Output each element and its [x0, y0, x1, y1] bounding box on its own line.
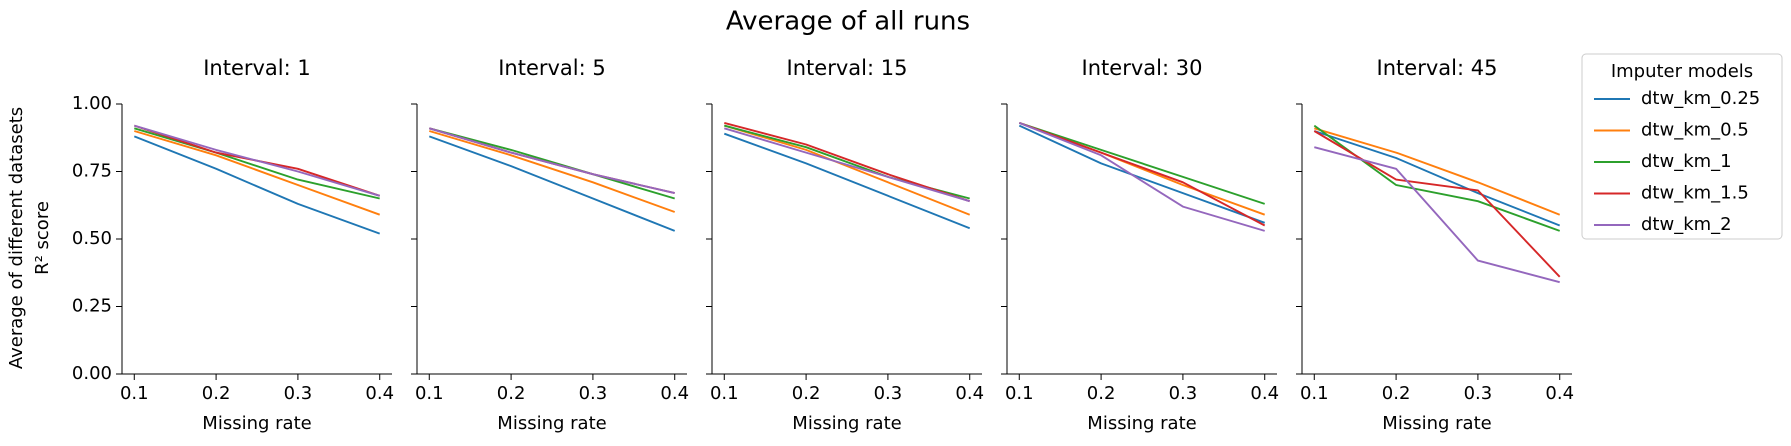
x-tick-label: 0.2 [497, 383, 526, 404]
series-line-dtw_km_1 [429, 127, 675, 200]
subplot-title: Interval: 1 [203, 56, 311, 80]
legend-title: Imputer models [1611, 61, 1753, 82]
x-tick-label: 0.3 [1169, 383, 1198, 404]
x-tick-label: 0.4 [1250, 383, 1279, 404]
legend-entry: dtw_km_0.25 [1594, 88, 1760, 109]
series-line-dtw_km_2 [1314, 146, 1560, 284]
y-tick-label: 0.75 [72, 161, 112, 182]
legend-label: dtw_km_1 [1641, 151, 1732, 172]
subplot-4: Interval: 30 0.1 0.2 0.3 0.4 Missing rate [1001, 56, 1279, 434]
legend: Imputer models dtw_km_0.25dtw_km_0.5dtw_… [1581, 53, 1783, 240]
series-line-dtw_km_2 [429, 127, 675, 195]
x-tick-label: 0.2 [1087, 383, 1116, 404]
x-tick-label: 0.1 [1300, 383, 1329, 404]
subplot-5: Interval: 45 0.1 0.2 0.3 0.4 Missing rate [1296, 56, 1574, 434]
legend-entry: dtw_km_1 [1594, 151, 1732, 172]
subplot-title: Interval: 15 [787, 56, 908, 80]
legend-entries: dtw_km_0.25 dtw_km_0.5 dtw_km_1 dtw_km_1.5d… [1594, 88, 1760, 235]
x-tick-label: 0.3 [1464, 383, 1493, 404]
legend-entry: dtw_km_0.5 [1594, 120, 1749, 141]
y-axis-label-line2: R² score [32, 201, 53, 275]
series-line-dtw_km_0-25 [1314, 130, 1561, 227]
x-tick-label: 0.3 [874, 383, 903, 404]
y-tick-label: 0.50 [72, 228, 112, 249]
x-tick-label: 0.1 [1005, 383, 1034, 404]
x-tick-label: 0.1 [710, 383, 739, 404]
subplot-title: Interval: 30 [1082, 56, 1203, 80]
series-line-dtw_km_1 [134, 127, 380, 200]
x-axis-label: Missing rate [792, 413, 901, 434]
series-line-dtw_km_0-25 [133, 135, 381, 235]
x-tick-label: 0.2 [202, 383, 231, 404]
x-tick-label: 0.4 [1545, 383, 1574, 404]
x-axis-label: Missing rate [202, 413, 311, 434]
y-tick-label: 0.00 [72, 363, 112, 384]
legend-label: dtw_km_0.5 [1641, 120, 1749, 141]
series-line-dtw_km_1-5 [1018, 122, 1266, 227]
legend-label: dtw_km_1.5 [1641, 183, 1749, 204]
series-line-dtw_km_1-5 [724, 121, 970, 203]
x-axis-label: Missing rate [1382, 413, 1491, 434]
series-line-dtw_km_2 [1018, 122, 1265, 232]
subplot-3: Interval: 15 0.1 0.2 0.3 0.4 Missing rate [706, 56, 984, 434]
x-tick-label: 0.1 [415, 383, 444, 404]
series-line-dtw_km_0-5 [134, 130, 381, 216]
subplot-1: Interval: 1 0.00 0.25 0.50 0.75 1.00 0.1 0.2 0.3… [72, 56, 394, 434]
series-line-dtw_km_1-5 [1313, 130, 1561, 278]
legend-frame [1581, 53, 1783, 240]
subplot-2: Interval: 5 0.1 0.2 0.3 0.4 Missing rate [411, 56, 689, 434]
x-axis-label: Missing rate [1087, 413, 1196, 434]
series-line-dtw_km_0-5 [429, 130, 676, 213]
series-line-dtw_km_0-25 [723, 132, 971, 230]
x-tick-label: 0.3 [579, 383, 608, 404]
subplot-title: Interval: 45 [1377, 56, 1498, 80]
series-line-dtw_km_0-25 [428, 135, 676, 232]
y-tick-label: 0.25 [72, 296, 112, 317]
series-line-dtw_km_2 [134, 124, 380, 197]
x-tick-label: 0.4 [365, 383, 394, 404]
x-tick-label: 0.2 [792, 383, 821, 404]
subplot-title: Interval: 5 [498, 56, 606, 80]
legend-entry: dtw_km_1.5 [1594, 183, 1749, 204]
series-line-dtw_km_0-5 [724, 124, 971, 216]
x-tick-label: 0.3 [284, 383, 313, 404]
figure-title: Average of all runs [726, 7, 970, 37]
series-line-dtw_km_0-5 [1314, 127, 1561, 216]
x-tick-label: 0.4 [660, 383, 689, 404]
x-tick-label: 0.1 [120, 383, 149, 404]
series-line-dtw_km_0-25 [1018, 124, 1266, 224]
series-line-dtw_km_1 [1019, 121, 1265, 205]
subplots: Interval: 1 0.00 0.25 0.50 0.75 1.00 0.1 0.2 0.3… [72, 56, 1574, 434]
y-axis-label-line1: Average of different datasets [6, 107, 27, 369]
x-axis-label: Missing rate [497, 413, 606, 434]
series-line-dtw_km_2 [724, 127, 970, 203]
legend-label: dtw_km_0.25 [1641, 88, 1760, 109]
legend-entry: dtw_km_2 [1594, 214, 1732, 235]
x-tick-label: 0.4 [955, 383, 984, 404]
legend-label: dtw_km_2 [1641, 214, 1732, 235]
x-tick-label: 0.2 [1382, 383, 1411, 404]
y-tick-label: 1.00 [72, 93, 112, 114]
